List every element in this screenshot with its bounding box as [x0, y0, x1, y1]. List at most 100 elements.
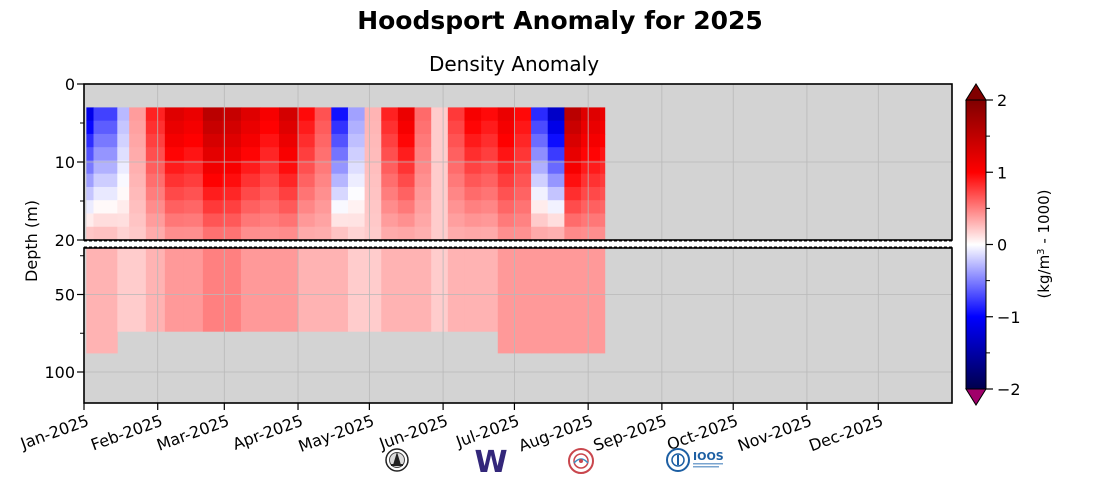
heatmap-cell	[364, 160, 382, 175]
heatmap-cell	[183, 107, 204, 122]
heatmap-cell	[279, 248, 299, 332]
y-tick-label: 10	[55, 153, 75, 172]
heatmap-cell	[381, 186, 399, 201]
heatmap-cell	[397, 133, 415, 148]
heatmap-cell	[564, 107, 582, 122]
heatmap-cell	[531, 213, 549, 228]
heatmap-cell	[259, 133, 280, 148]
heatmap-cell	[129, 147, 147, 161]
heatmap-cell	[331, 120, 349, 135]
heatmap-cell	[183, 133, 204, 148]
heatmap-cell	[86, 200, 94, 214]
heatmap-cell	[447, 248, 465, 332]
heatmap-cell	[431, 248, 449, 332]
heatmap-cell	[240, 160, 261, 175]
heatmap-cell	[431, 133, 449, 148]
heatmap-cell	[531, 248, 549, 354]
x-tick-label: Nov-2025	[735, 411, 814, 455]
heatmap-cell	[547, 107, 565, 122]
heatmap-cell	[298, 226, 316, 240]
heatmap-cell	[240, 226, 261, 240]
heatmap-cell	[240, 120, 261, 135]
heatmap-cell	[447, 160, 465, 175]
heatmap-cell	[397, 160, 415, 175]
heatmap-cell	[447, 173, 465, 188]
heatmap-cell	[202, 120, 223, 135]
heatmap-cell	[600, 226, 606, 240]
heatmap-cell	[414, 226, 432, 240]
heatmap-cell	[581, 226, 601, 240]
heatmap-cell	[464, 173, 482, 188]
heatmap-cell	[364, 120, 382, 135]
heatmap-cell	[221, 248, 242, 332]
heatmap-cell	[259, 200, 280, 214]
y-tick-label: 50	[55, 286, 75, 305]
heatmap-cell	[93, 248, 118, 354]
heatmap-cell	[298, 173, 316, 188]
heatmap-cell	[259, 160, 280, 175]
heatmap-cell	[347, 173, 366, 188]
heatmap-cell	[202, 213, 223, 228]
heatmap-cell	[547, 160, 565, 175]
heatmap-cell	[279, 213, 299, 228]
nanoos-logo-icon	[568, 448, 594, 474]
heatmap-cell	[347, 147, 366, 161]
colorbar-tick-label: −1	[997, 308, 1021, 327]
heatmap-cell	[129, 248, 147, 332]
heatmap-cell	[117, 200, 130, 214]
heatmap-cell	[600, 200, 606, 214]
heatmap-cell	[600, 120, 606, 135]
heatmap-cell	[381, 120, 399, 135]
heatmap-cell	[581, 160, 601, 175]
heatmap-cell	[414, 120, 432, 135]
heatmap-cell	[164, 186, 185, 201]
heatmap-cell	[221, 120, 242, 135]
heatmap-cell	[464, 107, 482, 122]
heatmap-cell	[447, 120, 465, 135]
heatmap-cell	[581, 147, 601, 161]
heatmap-cell	[564, 133, 582, 148]
heatmap-cell	[581, 186, 601, 201]
heatmap-cell	[298, 186, 316, 201]
heatmap-cell	[497, 200, 515, 214]
heatmap-cell	[364, 107, 382, 122]
heatmap-cell	[600, 248, 606, 354]
heatmap-cell	[331, 200, 349, 214]
heatmap-cell	[145, 133, 166, 148]
heatmap-cell	[221, 200, 242, 214]
heatmap-cell	[564, 186, 582, 201]
heatmap-cell	[129, 160, 147, 175]
heatmap-cell	[600, 173, 606, 188]
heatmap-cell	[259, 248, 280, 332]
heatmap-cell	[129, 107, 147, 122]
heatmap-cell	[298, 160, 316, 175]
heatmap-cell	[93, 133, 118, 148]
heatmap-cell	[481, 186, 499, 201]
heatmap-cell	[497, 133, 515, 148]
heatmap-cell	[414, 200, 432, 214]
heatmap-cell	[364, 226, 382, 240]
heatmap-cell	[164, 120, 185, 135]
heatmap-cell	[183, 120, 204, 135]
heatmap-cell	[117, 248, 130, 332]
heatmap-cell	[240, 200, 261, 214]
heatmap-cell	[447, 107, 465, 122]
heatmap-cell	[183, 200, 204, 214]
heatmap-cell	[117, 133, 130, 148]
heatmap-cell	[221, 226, 242, 240]
x-tick-label: Apr-2025	[230, 411, 305, 454]
heatmap-cell	[414, 107, 432, 122]
heatmap-cell	[431, 147, 449, 161]
heatmap-cell	[240, 248, 261, 332]
heatmap-cell	[447, 147, 465, 161]
colorbar-label-main: (kg/m	[1035, 255, 1053, 299]
heatmap-cell	[464, 186, 482, 201]
heatmap-cell	[221, 186, 242, 201]
heatmap-cell	[547, 120, 565, 135]
heatmap-cell	[397, 173, 415, 188]
heatmap-cell	[581, 173, 601, 188]
heatmap-cell	[93, 107, 118, 122]
y-tick-label: 0	[65, 75, 75, 94]
heatmap-cell	[298, 120, 316, 135]
